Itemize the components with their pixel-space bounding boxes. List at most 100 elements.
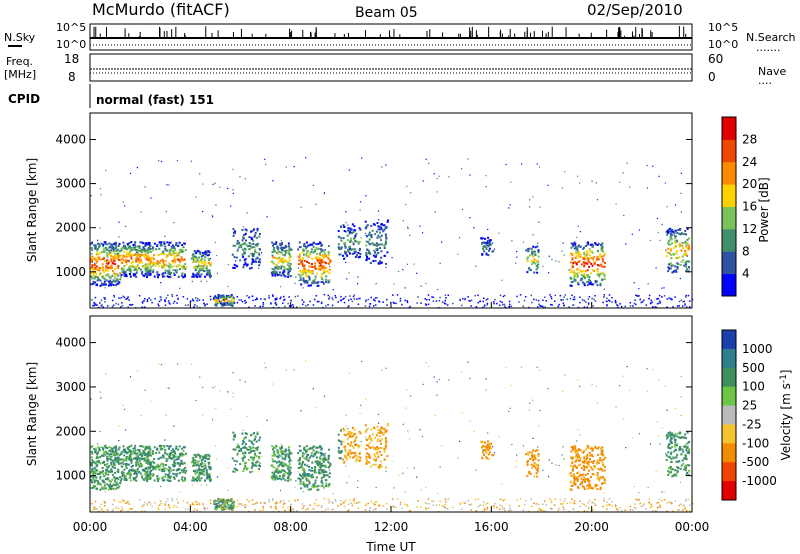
power-point: [274, 298, 277, 300]
power-point: [581, 277, 584, 280]
velocity-point: [576, 472, 579, 475]
velocity-point: [129, 472, 132, 475]
power-point: [256, 256, 259, 259]
power-point: [328, 265, 331, 267]
velocity-point: [100, 446, 103, 449]
power-point: [204, 252, 207, 255]
power-point: [117, 275, 119, 277]
velocity-point: [198, 471, 201, 474]
power-point: [92, 304, 94, 307]
power-point: [652, 165, 654, 167]
velocity-point: [318, 456, 321, 459]
power-point: [138, 256, 141, 259]
power-point: [100, 299, 103, 302]
power-point: [169, 241, 172, 244]
power-point: [127, 306, 129, 309]
power-point: [283, 253, 286, 256]
power-point: [583, 300, 586, 302]
power-point: [436, 177, 438, 180]
velocity-point: [283, 450, 286, 453]
velocity-point: [135, 479, 138, 482]
power-point: [116, 273, 119, 276]
power-point: [169, 263, 172, 266]
velocity-point: [572, 465, 575, 468]
velocity-point: [121, 450, 124, 453]
velocity-point: [365, 429, 368, 432]
velocity-point: [315, 446, 318, 449]
velocity-point: [278, 460, 281, 463]
velocity-point: [351, 451, 354, 454]
power-point: [667, 228, 670, 231]
power-point: [666, 306, 668, 309]
power-point: [214, 295, 216, 297]
power-point: [255, 297, 258, 299]
velocity-point: [573, 464, 576, 467]
power-point: [159, 242, 162, 245]
power-point: [344, 295, 347, 298]
power-point: [96, 304, 98, 306]
power-point: [319, 268, 322, 271]
velocity-point: [306, 464, 309, 467]
power-point: [685, 233, 688, 236]
power-point: [681, 244, 684, 247]
velocity-point: [202, 457, 205, 460]
power-point: [483, 304, 486, 306]
power-point: [536, 259, 539, 262]
velocity-point: [681, 436, 684, 439]
power-point: [301, 299, 304, 301]
power-point: [509, 303, 511, 306]
velocity-point: [273, 454, 276, 457]
velocity-point: [206, 458, 209, 461]
power-point: [365, 251, 368, 254]
colorbar-swatch: [722, 184, 736, 207]
power-point: [319, 248, 322, 251]
power-point: [249, 267, 252, 270]
power-point: [548, 272, 550, 274]
power-point: [682, 259, 685, 262]
power-point: [311, 269, 314, 272]
velocity-point: [193, 461, 196, 464]
velocity-point: [91, 471, 94, 474]
power-point: [217, 298, 220, 301]
power-point: [302, 277, 305, 280]
power-point: [286, 264, 289, 267]
velocity-point: [123, 474, 126, 477]
power-point: [577, 252, 580, 255]
power-point: [243, 233, 246, 236]
power-point: [668, 267, 671, 270]
power-point: [257, 242, 260, 245]
velocity-point: [110, 461, 113, 464]
velocity-point: [352, 446, 355, 449]
power-point: [211, 214, 213, 216]
power-point: [289, 275, 292, 278]
power-point: [271, 267, 274, 270]
velocity-point: [244, 436, 247, 439]
power-point: [419, 225, 421, 227]
power-point: [128, 254, 131, 257]
velocity-point: [245, 447, 248, 450]
velocity-point: [588, 451, 591, 454]
velocity-point: [598, 477, 601, 480]
power-point: [347, 224, 349, 226]
colorbar-swatch: [722, 117, 736, 140]
velocity-point: [168, 452, 171, 455]
power-point: [244, 262, 247, 265]
power-point: [367, 249, 370, 252]
power-point: [132, 265, 135, 268]
power-point: [305, 252, 308, 255]
power-point: [99, 227, 101, 229]
power-point: [236, 296, 239, 298]
velocity-point: [686, 445, 689, 448]
power-point: [682, 232, 685, 235]
power-point: [150, 265, 153, 268]
power-point: [152, 246, 155, 249]
power-point: [434, 211, 436, 213]
cpid-label: CPID: [8, 92, 40, 106]
power-point: [277, 274, 280, 277]
power-point: [217, 297, 220, 300]
velocity-point: [581, 481, 584, 484]
velocity-point: [583, 459, 586, 462]
power-point: [674, 237, 677, 240]
velocity-point: [116, 486, 119, 489]
